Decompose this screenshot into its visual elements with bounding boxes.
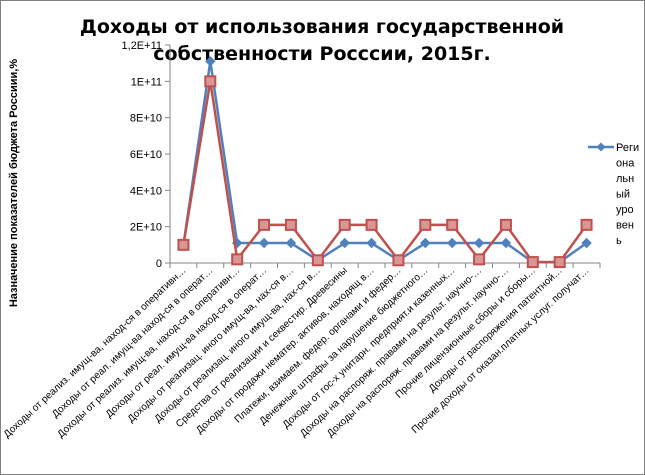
data-point-square: [419, 218, 432, 231]
legend: Реги она льн ый уро вен ь: [588, 142, 639, 247]
data-point-square: [580, 218, 593, 231]
data-point-square: [231, 253, 244, 266]
y-tick-label: 6E+10: [130, 149, 162, 161]
data-point-square: [553, 256, 566, 269]
chart-title-line-2: собственности Росссии, 2015г.: [153, 43, 491, 65]
data-point-square: [365, 218, 378, 231]
data-point-square: [311, 254, 324, 267]
data-point-diamond: [500, 237, 512, 249]
y-tick-label: 0: [156, 258, 162, 270]
legend-label: вен: [616, 220, 634, 232]
data-point-diamond: [258, 237, 270, 249]
legend-label: Реги: [616, 142, 639, 154]
data-point-square: [446, 218, 459, 231]
legend-marker: [596, 142, 606, 152]
data-point-square: [177, 238, 190, 251]
data-point-square: [258, 218, 271, 231]
data-point-diamond: [420, 237, 431, 249]
data-point-diamond: [581, 237, 592, 249]
data-point-diamond: [285, 237, 297, 249]
data-point-diamond: [339, 237, 350, 249]
legend-label: ь: [616, 235, 622, 247]
data-point-diamond: [205, 56, 216, 67]
series-red: [177, 75, 593, 269]
data-point-diamond: [366, 237, 377, 249]
data-point-square: [526, 256, 539, 269]
y-axis-label: Назначение показателей бюджета Россиии,%: [8, 59, 20, 308]
data-point-diamond: [473, 237, 485, 249]
series-line: [182, 80, 588, 264]
data-point-diamond: [446, 237, 458, 249]
data-point-square: [392, 254, 405, 267]
y-tick-labels: 0 2E+10 4E+10 6E+10 8E+10 1E+11 1,2E+11: [122, 40, 162, 270]
data-point-square: [284, 218, 297, 231]
data-point-square: [204, 75, 217, 88]
legend-label: уро: [616, 204, 634, 216]
y-tick-label: 8E+10: [130, 113, 162, 125]
y-tick-label: 1,2E+11: [122, 40, 162, 52]
legend-label: льн: [616, 173, 634, 185]
legend-label: она: [616, 158, 635, 170]
y-tick-label: 2E+10: [130, 222, 162, 234]
series-group: [177, 56, 593, 269]
data-point-square: [499, 218, 512, 231]
data-point-square: [338, 218, 351, 231]
y-tick-label: 1E+11: [131, 76, 162, 88]
data-point-square: [473, 253, 486, 266]
legend-label: ый: [616, 189, 630, 201]
chart-title-line-1: Доходы от использования государственной: [80, 16, 564, 38]
y-tick-label: 4E+10: [130, 185, 162, 197]
